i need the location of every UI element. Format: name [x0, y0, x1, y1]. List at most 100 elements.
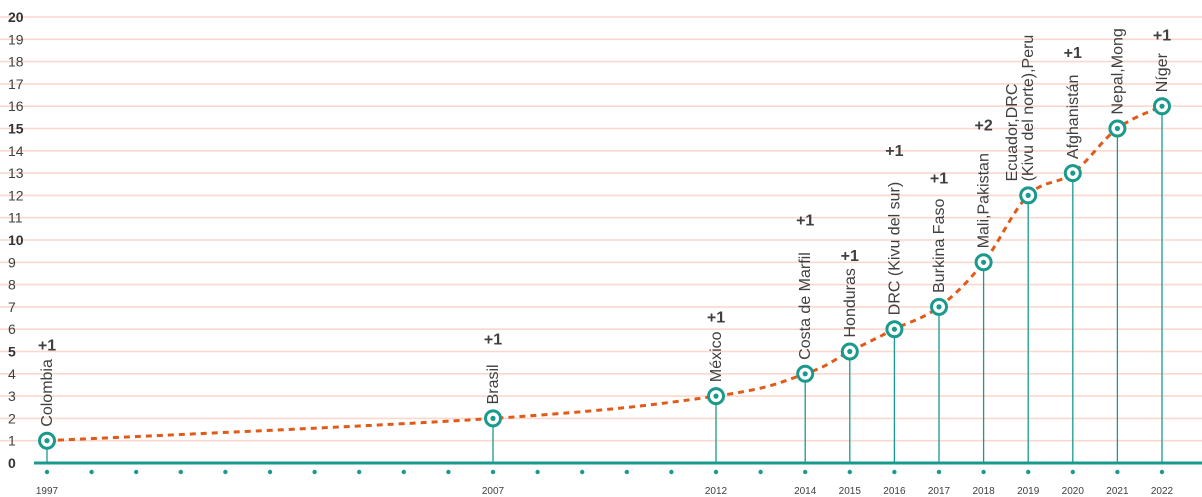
- marker-core-2018: [981, 259, 987, 265]
- y-tick-label: 10: [8, 232, 24, 248]
- point-markers: [38, 97, 1171, 450]
- x-tick-label: 2016: [883, 486, 906, 497]
- marker-core-2017: [936, 304, 942, 310]
- year-dot: [847, 469, 852, 475]
- y-tick-label: 11: [8, 210, 23, 226]
- x-tick-label: 2020: [1062, 486, 1085, 497]
- country-label: (Kivu del norte),Peru: [1020, 35, 1037, 182]
- x-tick-label: 1997: [36, 486, 59, 497]
- y-tick-label: 1: [8, 433, 16, 449]
- country-label: Brasil: [485, 364, 502, 404]
- year-dot: [44, 469, 50, 475]
- increment-label: +1: [930, 170, 948, 187]
- year-dot: [892, 469, 897, 475]
- y-tick-label: 20: [8, 9, 24, 25]
- increment-label: +1: [38, 337, 56, 354]
- increment-label: +1: [885, 143, 903, 160]
- x-tick-label: 2021: [1106, 486, 1129, 497]
- x-tick-label: 2018: [972, 486, 995, 497]
- year-dot: [89, 469, 94, 475]
- year-dot: [936, 469, 942, 475]
- year-dot: [267, 469, 273, 475]
- year-dot: [1115, 469, 1120, 475]
- y-tick-label: 3: [8, 388, 16, 404]
- year-dot: [1159, 469, 1165, 475]
- year-dot: [446, 469, 451, 475]
- country-label: Costa de Marfil: [797, 252, 814, 360]
- x-tick-label: 2019: [1017, 486, 1040, 497]
- y-tick-label: 7: [8, 299, 16, 315]
- year-dot: [1026, 469, 1031, 475]
- year-dot: [134, 469, 139, 475]
- year-dots: [44, 469, 1165, 475]
- year-dot: [981, 469, 986, 475]
- y-tick-label: 0: [8, 455, 16, 471]
- y-tick-label: 9: [8, 254, 16, 270]
- year-dot: [178, 469, 183, 475]
- y-tick-label: 13: [8, 165, 24, 181]
- year-dot: [713, 469, 719, 475]
- x-axis-ticks: 1997 2007 2012 2014 2015 2016 2017 2018 2019 2020…: [36, 486, 1174, 497]
- year-dot: [1070, 469, 1076, 475]
- country-label: Nepal,Mong: [1109, 28, 1126, 114]
- year-dot: [312, 469, 317, 475]
- marker-core-2012: [713, 393, 719, 399]
- year-dot: [535, 469, 540, 475]
- marker-core-2019: [1025, 192, 1031, 198]
- marker-core-2014: [802, 371, 808, 377]
- y-tick-label: 16: [8, 98, 24, 114]
- increment-label: +1: [484, 332, 502, 349]
- y-tick-label: 6: [8, 321, 16, 337]
- country-label: Níger: [1154, 52, 1171, 92]
- year-dot: [401, 469, 406, 475]
- year-dot: [580, 469, 585, 475]
- x-tick-label: 2014: [794, 486, 817, 497]
- country-label: DRC (Kivu del sur): [886, 182, 903, 315]
- y-tick-label: 19: [8, 31, 24, 47]
- increment-label: +1: [841, 248, 859, 265]
- y-tick-label: 8: [8, 277, 16, 293]
- marker-core-2015: [847, 348, 853, 355]
- year-dot: [490, 469, 496, 475]
- country-label: Burkina Faso: [931, 199, 948, 293]
- y-tick-label: 18: [8, 54, 24, 70]
- x-tick-label: 2015: [839, 486, 862, 497]
- year-dot: [758, 469, 763, 475]
- y-tick-label: 5: [8, 344, 16, 360]
- y-tick-label: 15: [8, 121, 24, 137]
- y-tick-label: 4: [8, 366, 16, 382]
- marker-core-2021: [1114, 125, 1120, 132]
- marker-core-2007: [490, 415, 496, 421]
- country-label: Mali,Pakistan: [976, 153, 993, 248]
- country-label: Honduras: [842, 268, 859, 337]
- year-dot: [803, 469, 808, 475]
- country-label: Afghanistán: [1065, 75, 1082, 160]
- country-label: Ecuador,DRC: [1004, 84, 1021, 182]
- year-dot: [669, 469, 674, 475]
- x-tick-label: 2017: [928, 486, 951, 497]
- x-tick-label: 2012: [705, 486, 728, 497]
- marker-core-2020: [1070, 170, 1076, 176]
- y-tick-label: 2: [8, 410, 16, 426]
- x-tick-label: 2022: [1151, 486, 1174, 497]
- series-line: [46, 104, 1163, 443]
- year-dot: [223, 469, 228, 475]
- gridlines: [0, 16, 1202, 442]
- increment-label: +1: [707, 309, 725, 326]
- y-tick-label: 12: [8, 187, 24, 203]
- increment-label: +1: [1064, 45, 1082, 62]
- point-labels: Colombia +1 Brasil +1 México +1 Costa de Marfi…: [38, 28, 1171, 427]
- y-tick-label: 17: [8, 76, 24, 92]
- year-dot: [624, 469, 629, 475]
- year-dot: [357, 469, 362, 475]
- y-tick-label: 14: [8, 143, 24, 159]
- country-label: México: [708, 331, 725, 382]
- marker-core-2022: [1159, 103, 1165, 109]
- marker-core-2016: [891, 326, 898, 332]
- increment-label: +2: [974, 117, 992, 134]
- increment-label: +1: [1153, 28, 1171, 45]
- point-stems: [46, 106, 1163, 463]
- marker-core-1997: [44, 438, 50, 444]
